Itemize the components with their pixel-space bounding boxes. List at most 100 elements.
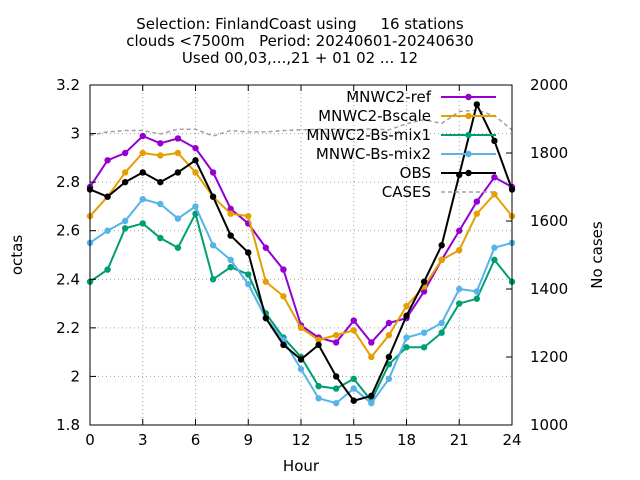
x-tick-label: 6: [191, 431, 201, 449]
data-point: [420, 344, 428, 351]
data-point: [280, 293, 287, 300]
data-point: [174, 215, 182, 222]
data-point: [350, 317, 357, 324]
legend-label: MNWC-Bs-mix2: [316, 145, 431, 163]
data-point: [174, 169, 182, 176]
data-point: [368, 339, 375, 346]
data-point: [262, 278, 270, 285]
data-point: [350, 375, 357, 383]
data-point: [121, 149, 129, 157]
data-point: [121, 225, 129, 232]
data-point: [420, 278, 428, 285]
data-point: [473, 210, 481, 217]
data-point: [438, 319, 445, 327]
data-point: [139, 169, 146, 176]
data-point: [245, 212, 252, 220]
data-point: [157, 178, 164, 186]
data-point: [121, 178, 129, 186]
y-axis-label: octas: [8, 235, 26, 275]
data-point: [139, 195, 146, 203]
legend-label: MNWC2-Bs-mix1: [306, 126, 431, 144]
data-point: [157, 234, 164, 242]
data-point: [350, 397, 357, 404]
y-tick-label: 2.8: [56, 173, 80, 191]
data-point: [297, 356, 305, 363]
legend-marker: [465, 131, 472, 139]
data-point: [297, 365, 305, 373]
y-tick-label: 2: [70, 367, 80, 385]
legend-marker: [465, 169, 472, 177]
data-point: [350, 327, 357, 334]
data-point: [227, 210, 234, 217]
series-layer: [86, 101, 516, 407]
y2-axis-label: No cases: [588, 221, 606, 289]
data-point: [104, 157, 111, 164]
data-point: [403, 312, 410, 319]
series-mnwc-bs-mix2: [86, 195, 516, 407]
data-point: [121, 169, 129, 176]
data-point: [192, 203, 199, 210]
series-cases: [89, 109, 513, 137]
title-line: Used 00,03,...,21 + 01 02 ... 12: [182, 49, 418, 67]
data-point: [104, 193, 111, 200]
x-tick-label: 18: [397, 431, 416, 449]
data-point: [491, 244, 498, 251]
y-tick-label: 2.4: [56, 270, 80, 288]
y2-tick-label: 1000: [530, 416, 568, 434]
data-point: [227, 232, 234, 239]
data-point: [280, 341, 287, 349]
data-point: [368, 353, 375, 361]
legend-label: OBS: [400, 164, 431, 182]
data-point: [315, 395, 322, 402]
ticks: 0 3 6 9 12 15 18 21 24 1.8 2 2.2 2.4 2.6 2.8 3 3.2 1000 12…: [56, 76, 568, 449]
x-tick-label: 21: [450, 431, 469, 449]
y2-tick-label: 1800: [530, 144, 568, 162]
data-point: [491, 174, 498, 181]
data-point: [385, 375, 393, 383]
data-point: [245, 280, 252, 288]
y-tick-label: 1.8: [56, 416, 80, 434]
legend-marker: [465, 112, 472, 120]
data-point: [139, 220, 146, 227]
data-point: [209, 169, 217, 176]
data-point: [209, 242, 217, 249]
data-point: [456, 285, 463, 293]
data-point: [473, 295, 481, 302]
x-tick-label: 0: [85, 431, 95, 449]
data-point: [332, 399, 340, 407]
x-tick-label: 15: [344, 431, 363, 449]
y2-tick-label: 1200: [530, 348, 568, 366]
data-point: [385, 353, 393, 361]
x-tick-label: 24: [502, 431, 521, 449]
data-point: [192, 144, 199, 152]
title-line: Selection: FinlandCoast using 16 station…: [136, 15, 464, 33]
data-point: [139, 149, 146, 157]
data-point: [456, 300, 463, 307]
data-point: [350, 385, 357, 392]
data-point: [139, 132, 146, 140]
y2-tick-label: 1400: [530, 280, 568, 298]
data-point: [438, 329, 445, 336]
y2-tick-label: 2000: [530, 76, 568, 94]
data-point: [227, 263, 234, 271]
data-point: [227, 205, 234, 213]
data-point: [157, 200, 164, 208]
legend-label: MNWC2-ref: [346, 88, 431, 106]
data-point: [332, 331, 340, 339]
legend-label: CASES: [382, 183, 431, 201]
legend-marker: [465, 93, 472, 101]
data-point: [368, 399, 375, 407]
data-point: [332, 339, 340, 346]
data-point: [157, 152, 164, 159]
x-tick-label: 12: [291, 431, 310, 449]
data-point: [385, 331, 393, 339]
data-point: [491, 256, 498, 264]
x-tick-label: 3: [138, 431, 148, 449]
data-point: [473, 101, 481, 108]
y-tick-label: 3.2: [56, 76, 80, 94]
series-line-cases: [89, 109, 513, 137]
data-point: [192, 157, 199, 164]
data-point: [438, 242, 445, 249]
data-point: [332, 373, 340, 380]
